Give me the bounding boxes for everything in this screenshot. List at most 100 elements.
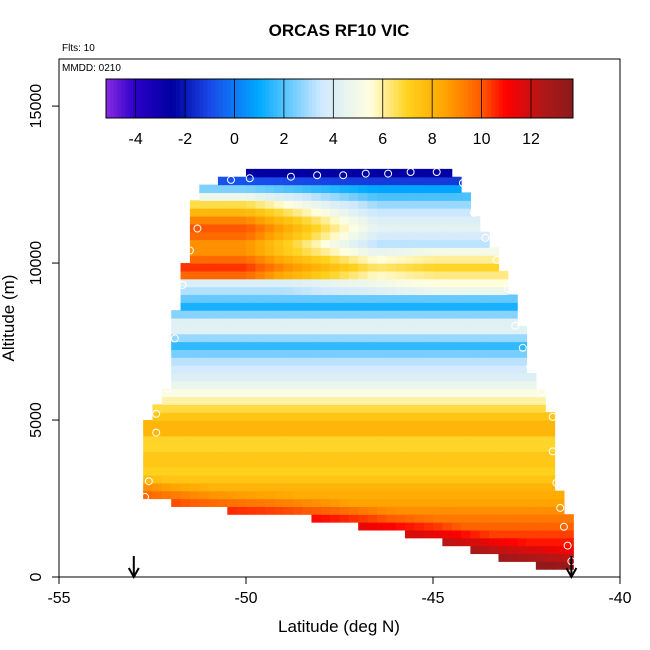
heatmap-cell bbox=[395, 286, 406, 296]
heatmap-cell bbox=[208, 365, 219, 374]
heatmap-cell bbox=[274, 474, 284, 484]
heatmap-cell bbox=[180, 349, 191, 358]
heatmap-cell bbox=[264, 506, 275, 515]
heatmap-cell bbox=[489, 506, 500, 515]
heatmap-cell bbox=[348, 490, 359, 500]
heatmap-cell bbox=[433, 223, 443, 233]
heatmap-cell bbox=[264, 404, 275, 413]
heatmap-cell bbox=[479, 294, 490, 303]
heatmap-cell bbox=[348, 498, 359, 507]
heatmap-cell bbox=[264, 396, 275, 405]
heatmap-cell bbox=[535, 553, 546, 562]
heatmap-cell bbox=[161, 482, 172, 492]
heatmap-cell bbox=[404, 270, 415, 280]
heatmap-cell bbox=[404, 294, 415, 303]
heatmap-cell bbox=[489, 522, 500, 531]
heatmap-cell bbox=[320, 231, 331, 241]
heatmap-cell bbox=[461, 420, 471, 429]
heatmap-cell bbox=[348, 208, 359, 217]
colorbar-segment bbox=[300, 79, 305, 118]
heatmap-cell bbox=[376, 215, 387, 225]
heatmap-cell bbox=[227, 388, 238, 398]
heatmap-cell bbox=[292, 200, 303, 209]
heatmap-cell bbox=[526, 545, 537, 555]
heatmap-cell bbox=[423, 514, 434, 523]
heatmap-cell bbox=[330, 247, 341, 256]
colorbar-segment bbox=[265, 79, 270, 118]
heatmap-cell bbox=[433, 231, 443, 241]
heatmap-cell bbox=[246, 365, 256, 374]
colorbar-segment bbox=[569, 79, 574, 118]
heatmap-cell bbox=[274, 404, 284, 413]
heatmap-cell bbox=[451, 506, 462, 515]
heatmap-cell bbox=[433, 459, 443, 468]
heatmap-cell bbox=[199, 333, 210, 343]
colorbar-segment bbox=[168, 79, 173, 118]
heatmap-cell bbox=[470, 404, 481, 413]
heatmap-cell bbox=[246, 255, 256, 264]
heatmap-cell bbox=[479, 372, 490, 382]
heatmap-cell bbox=[246, 372, 256, 382]
heatmap-cell bbox=[236, 325, 247, 335]
heatmap-cell bbox=[339, 247, 350, 256]
heatmap-cell bbox=[199, 184, 210, 194]
heatmap-cell bbox=[545, 522, 556, 531]
heatmap-cell bbox=[376, 208, 387, 217]
heatmap-cell bbox=[479, 529, 490, 539]
heatmap-cell bbox=[180, 357, 191, 366]
heatmap-cell bbox=[442, 514, 453, 523]
heatmap-cell bbox=[274, 372, 284, 382]
heatmap-cell bbox=[433, 365, 443, 374]
colorbar-segment bbox=[320, 79, 325, 118]
heatmap-cell bbox=[404, 372, 415, 382]
heatmap-cell bbox=[217, 286, 228, 296]
heatmap-cell bbox=[489, 380, 500, 390]
heatmap-cell bbox=[395, 325, 406, 335]
heatmap-cell bbox=[367, 514, 378, 523]
heatmap-cell bbox=[507, 420, 518, 429]
heatmap-cell bbox=[227, 459, 238, 468]
heatmap-cell bbox=[535, 529, 546, 539]
heatmap-cell bbox=[255, 349, 266, 358]
heatmap-cell bbox=[246, 318, 256, 327]
heatmap-cell bbox=[451, 537, 462, 547]
heatmap-cell bbox=[489, 498, 500, 507]
heatmap-cell bbox=[386, 459, 397, 468]
heatmap-cell bbox=[208, 325, 219, 335]
heatmap-cell bbox=[302, 168, 313, 178]
colorbar-segment bbox=[413, 79, 418, 118]
observation-point bbox=[526, 362, 535, 371]
heatmap-cell bbox=[227, 318, 238, 327]
heatmap-cell bbox=[535, 490, 546, 500]
heatmap-cell bbox=[386, 215, 397, 225]
heatmap-cell bbox=[470, 451, 481, 460]
colorbar-segment bbox=[347, 79, 352, 118]
heatmap-cell bbox=[404, 514, 415, 523]
heatmap-cell bbox=[274, 396, 284, 405]
heatmap-cell bbox=[208, 263, 219, 272]
heatmap-cell bbox=[414, 435, 425, 445]
heatmap-cell bbox=[217, 294, 228, 303]
heatmap-cell bbox=[348, 427, 359, 437]
colorbar-segment bbox=[374, 79, 379, 118]
heatmap-cell bbox=[517, 372, 528, 382]
heatmap-cell bbox=[264, 247, 275, 256]
heatmap-cell bbox=[302, 372, 313, 382]
heatmap-cell bbox=[311, 223, 322, 233]
heatmap-cell bbox=[339, 168, 350, 178]
heatmap-cell bbox=[358, 522, 369, 531]
heatmap-cell bbox=[376, 474, 387, 484]
heatmap-cell bbox=[367, 435, 378, 445]
heatmap-cell bbox=[470, 302, 481, 311]
heatmap-cell bbox=[264, 270, 275, 280]
heatmap-cell bbox=[376, 270, 387, 280]
heatmap-cell bbox=[386, 365, 397, 374]
heatmap-cell bbox=[283, 482, 294, 492]
heatmap-cell bbox=[330, 404, 341, 413]
heatmap-cell bbox=[189, 270, 200, 280]
heatmap-cell bbox=[217, 388, 228, 398]
heatmap-cell bbox=[217, 278, 228, 288]
heatmap-cell bbox=[330, 263, 341, 272]
heatmap-cell bbox=[208, 404, 219, 413]
heatmap-cell bbox=[246, 482, 256, 492]
